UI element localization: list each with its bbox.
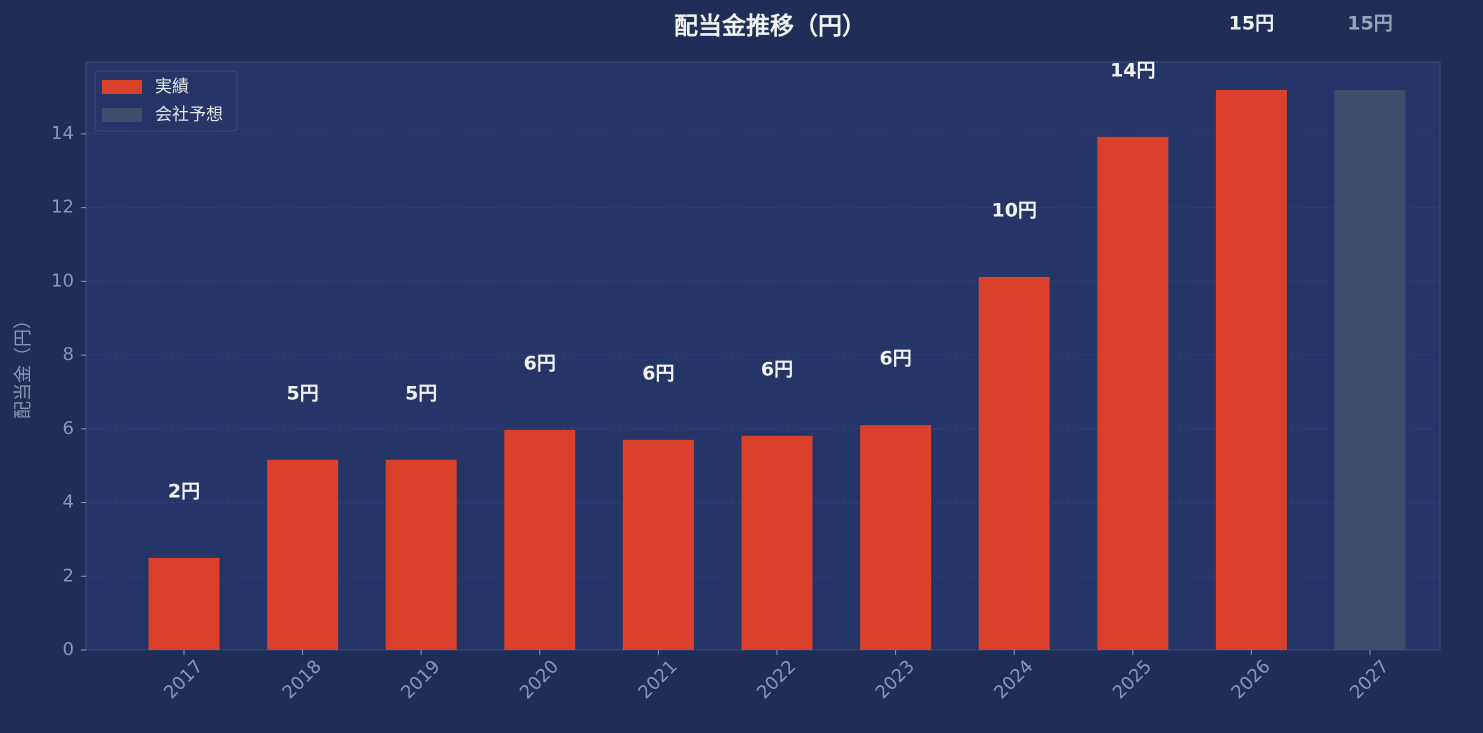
value-label: 10円 (991, 199, 1036, 221)
chart-title: 配当金推移（円） (674, 12, 866, 40)
value-label: 6円 (761, 358, 793, 380)
bar (978, 276, 1050, 650)
x-tick-label: 2025 (1109, 656, 1156, 703)
y-tick-label: 12 (51, 197, 74, 218)
bar (1334, 90, 1406, 650)
bar (267, 459, 339, 650)
legend-swatch (102, 108, 142, 122)
value-label: 6円 (642, 362, 674, 384)
value-label: 5円 (286, 382, 318, 404)
value-label: 15円 (1229, 13, 1274, 35)
x-tick-label: 2027 (1346, 656, 1393, 703)
y-tick-label: 6 (63, 418, 74, 439)
value-label: 5円 (405, 382, 437, 404)
value-label: 6円 (524, 352, 556, 374)
x-tick-label: 2021 (634, 656, 681, 703)
x-tick-label: 2023 (872, 656, 919, 703)
bar (622, 439, 694, 650)
y-tick-label: 8 (63, 344, 74, 365)
value-label: 14円 (1110, 59, 1155, 81)
bar (1215, 90, 1287, 650)
bar (1097, 136, 1169, 650)
value-label: 2円 (168, 480, 200, 502)
bar (504, 429, 576, 650)
x-tick-label: 2018 (279, 656, 326, 703)
y-axis-label: 配当金（円） (13, 311, 34, 419)
y-tick-label: 4 (63, 492, 74, 513)
x-tick-label: 2019 (397, 656, 444, 703)
legend-label: 会社予想 (155, 105, 223, 125)
x-tick-label: 2022 (753, 656, 800, 703)
y-tick-label: 2 (63, 565, 74, 586)
y-tick-label: 10 (51, 270, 74, 291)
value-label: 15円 (1347, 13, 1392, 35)
y-tick-label: 14 (51, 123, 74, 144)
x-tick-label: 2017 (160, 656, 207, 703)
legend-label: 実績 (155, 77, 189, 97)
value-label: 6円 (879, 348, 911, 370)
bar (860, 425, 932, 650)
bar (741, 435, 813, 650)
legend-swatch (102, 80, 142, 94)
bar (385, 459, 457, 650)
x-tick-label: 2024 (990, 656, 1037, 703)
y-tick-label: 0 (63, 639, 74, 660)
x-tick-label: 2026 (1227, 656, 1274, 703)
x-tick-label: 2020 (516, 656, 563, 703)
bar (148, 557, 220, 650)
